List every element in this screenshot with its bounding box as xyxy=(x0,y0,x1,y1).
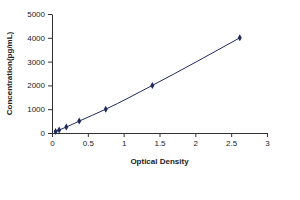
tick: 0 xyxy=(41,129,52,138)
tick-mark xyxy=(195,133,196,137)
tick-label: 1 xyxy=(122,139,127,148)
y-axis: 0 1000 2000 3000 4000 5000 xyxy=(27,10,52,138)
x-axis-title: Optical Density xyxy=(130,157,189,166)
tick-label: 2.5 xyxy=(226,139,238,148)
tick: 2 xyxy=(194,133,199,148)
line xyxy=(56,38,240,132)
tick-mark xyxy=(48,38,52,39)
tick: 0 xyxy=(50,133,55,148)
tick-mark xyxy=(52,133,53,137)
tick-mark xyxy=(267,133,268,137)
tick-label: 3 xyxy=(265,139,270,148)
tick-label: 2000 xyxy=(27,81,45,90)
tick: 1000 xyxy=(27,105,52,114)
tick: 1.5 xyxy=(154,133,166,148)
data xyxy=(54,34,242,135)
tick-label: 0 xyxy=(41,129,46,138)
tick-mark xyxy=(160,133,161,137)
tick-label: 2 xyxy=(194,139,199,148)
tick-label: 1000 xyxy=(27,105,45,114)
plot: 0 0.5 1 1.5 2 2.5 3 0 1000 2000 3000 4000 5000 xyxy=(27,10,270,148)
tick: 2.5 xyxy=(226,133,238,148)
marker xyxy=(54,128,58,135)
tick-mark xyxy=(48,85,52,86)
x-axis: 0 0.5 1 1.5 2 2.5 3 xyxy=(50,133,270,148)
tick-label: 4000 xyxy=(27,34,45,43)
tick: 3 xyxy=(265,133,270,148)
tick-label: 1.5 xyxy=(154,139,166,148)
tick-label: 5000 xyxy=(27,10,45,19)
tick: 2000 xyxy=(27,81,52,90)
tick-label: 0 xyxy=(50,139,55,148)
tick: 5000 xyxy=(27,10,52,19)
tick-mark xyxy=(48,62,52,63)
tick-mark xyxy=(124,133,125,137)
y-axis-title: Concentration(pg/mL) xyxy=(5,31,14,115)
tick-label: 0.5 xyxy=(83,139,95,148)
tick-mark xyxy=(231,133,232,137)
tick-mark xyxy=(48,133,52,134)
marker xyxy=(238,34,242,41)
tick-label: 3000 xyxy=(27,58,45,67)
chart: 0 0.5 1 1.5 2 2.5 3 0 1000 2000 3000 4000 5000 Optica… xyxy=(0,0,300,200)
tick: 4000 xyxy=(27,34,52,43)
tick-mark xyxy=(48,109,52,110)
tick: 1 xyxy=(122,133,127,148)
marker xyxy=(57,127,61,134)
marker xyxy=(77,118,81,125)
axis-line xyxy=(52,15,53,134)
marker xyxy=(104,106,108,113)
marker xyxy=(64,124,68,131)
tick: 3000 xyxy=(27,58,52,67)
tick-mark xyxy=(88,133,89,137)
marker xyxy=(150,82,154,89)
tick-mark xyxy=(48,14,52,15)
tick: 0.5 xyxy=(83,133,95,148)
